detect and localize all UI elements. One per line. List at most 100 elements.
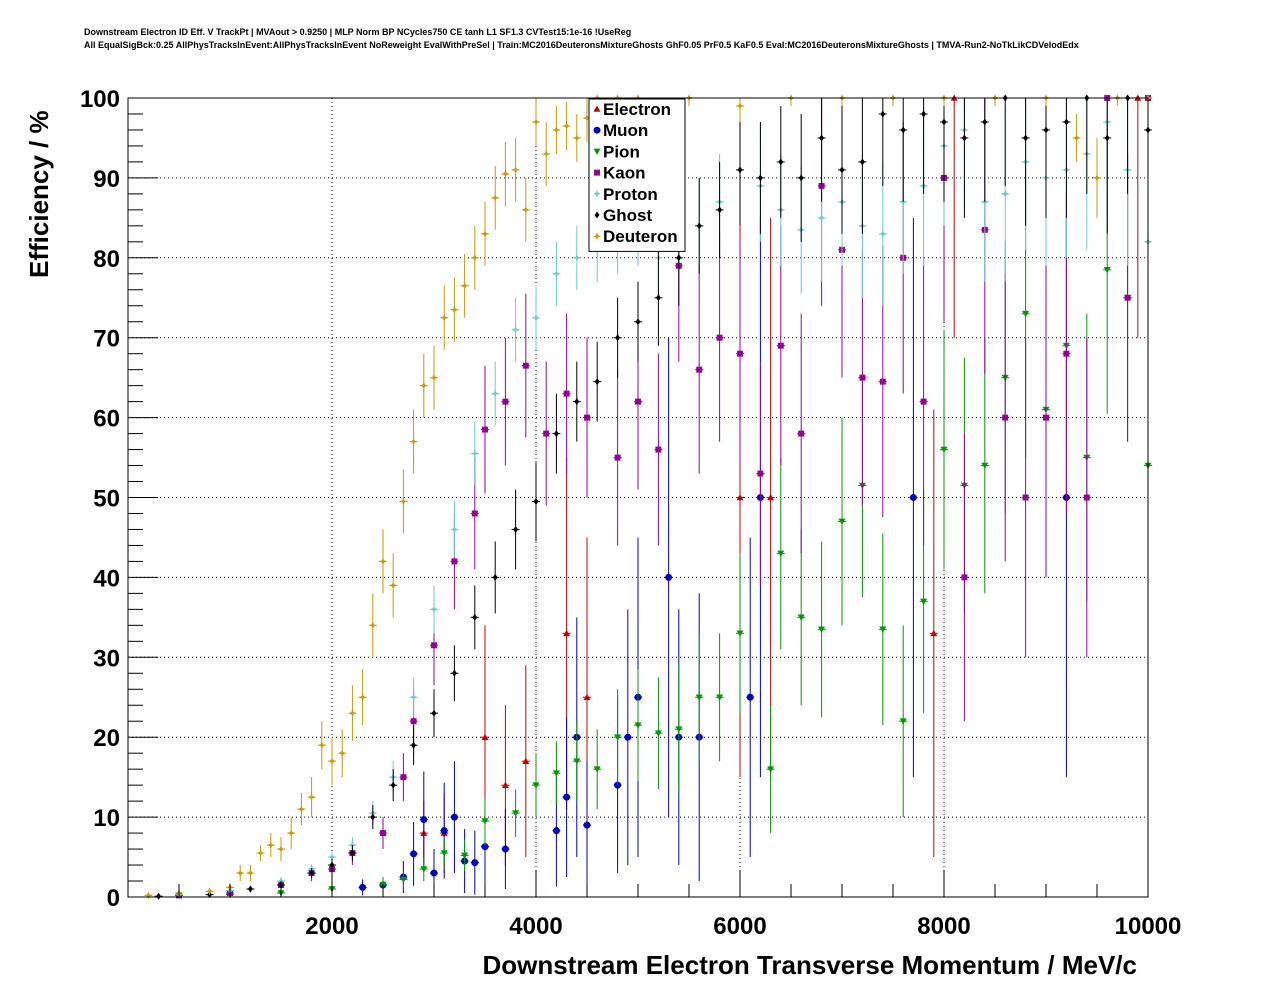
- data-point-marker: [481, 733, 489, 740]
- data-point-marker: [572, 134, 581, 142]
- data-point-marker: [899, 718, 907, 725]
- data-point-marker: [920, 598, 928, 605]
- data-point-marker: [532, 313, 540, 322]
- data-point-marker: [909, 494, 917, 501]
- data-point-marker: [921, 110, 927, 118]
- data-point-marker: [819, 134, 825, 142]
- data-point-marker: [878, 229, 887, 238]
- data-point-marker: [817, 214, 826, 222]
- data-point-marker: [411, 741, 417, 749]
- data-point-marker: [798, 430, 805, 437]
- legend-label: Muon: [603, 121, 648, 140]
- data-point-marker: [533, 497, 539, 505]
- data-point-marker: [409, 437, 418, 446]
- data-point-marker: [1022, 310, 1030, 318]
- data-point-marker: [521, 206, 530, 214]
- data-point-marker: [593, 232, 601, 241]
- data-point-marker: [277, 845, 285, 853]
- y-tick-label: 0: [107, 885, 120, 912]
- data-point-marker: [584, 414, 590, 421]
- data-point-marker: [583, 693, 591, 701]
- data-point-marker: [256, 849, 265, 857]
- legend: Electron Muon Pion Kaon Proton Ghost Deuteron: [588, 98, 686, 252]
- y-tick-label: 40: [93, 565, 120, 592]
- data-point-marker: [246, 869, 255, 877]
- data-point-marker: [470, 253, 479, 262]
- data-point-marker: [941, 118, 947, 126]
- data-point-marker: [1001, 190, 1010, 198]
- data-point-marker: [430, 373, 438, 382]
- data-point-marker: [419, 381, 428, 390]
- data-point-marker: [410, 718, 417, 725]
- series-ghost: [154, 94, 1152, 900]
- data-point-marker: [431, 709, 437, 717]
- data-point-marker: [777, 342, 784, 349]
- data-point-marker: [614, 454, 621, 461]
- x-tick-label: 2000: [305, 913, 358, 940]
- data-point-marker: [624, 733, 632, 741]
- data-point-marker: [593, 105, 601, 112]
- data-point-marker: [1063, 350, 1070, 357]
- data-point-marker: [328, 757, 336, 766]
- data-point-marker: [900, 126, 906, 134]
- data-point-marker: [368, 621, 377, 630]
- data-point-marker: [502, 398, 509, 405]
- x-tick-label: 8000: [917, 913, 970, 940]
- data-point-marker: [839, 166, 845, 174]
- data-point-marker: [491, 194, 500, 202]
- data-point-marker: [461, 852, 469, 859]
- data-point-marker: [797, 614, 805, 621]
- data-point-marker: [736, 630, 744, 637]
- x-axis-title: Downstream Electron Transverse Momentum …: [482, 950, 1137, 980]
- data-point-marker: [563, 793, 571, 801]
- data-point-marker: [389, 581, 398, 590]
- data-point-marker: [501, 781, 509, 788]
- data-point-marker: [563, 629, 571, 637]
- data-point-marker: [593, 766, 601, 773]
- data-point-marker: [410, 850, 418, 858]
- data-point-marker: [399, 497, 408, 506]
- data-point-marker: [420, 815, 428, 823]
- data-point-marker: [879, 378, 886, 385]
- data-point-marker: [522, 362, 529, 369]
- y-tick-label: 60: [93, 406, 120, 433]
- data-point-marker: [543, 430, 550, 437]
- data-point-marker: [563, 390, 570, 397]
- data-point-marker: [757, 470, 764, 477]
- x-tick-label: 6000: [713, 913, 766, 940]
- legend-label: Pion: [603, 142, 640, 161]
- data-point-marker: [532, 782, 540, 789]
- data-point-marker: [205, 887, 214, 896]
- legend-entry-muon: Muon: [593, 121, 648, 140]
- y-axis-title: Efficiency / %: [24, 110, 54, 278]
- data-point-marker: [431, 642, 437, 649]
- data-point-marker: [430, 605, 438, 614]
- data-point-marker: [481, 818, 489, 825]
- data-point-marker: [574, 398, 580, 406]
- data-point-marker: [594, 378, 600, 386]
- data-point-marker: [451, 669, 457, 677]
- data-point-marker: [583, 114, 591, 122]
- data-point-marker: [1023, 134, 1029, 142]
- data-point-marker: [522, 757, 530, 764]
- data-point-marker: [594, 169, 600, 176]
- x-tick-label: 4000: [509, 913, 562, 940]
- data-point-marker: [440, 850, 448, 857]
- data-point-marker: [380, 830, 386, 837]
- data-point-marker: [1022, 494, 1029, 501]
- data-point-marker: [1083, 494, 1090, 501]
- legend-box: [588, 98, 686, 252]
- data-point-marker: [634, 722, 642, 729]
- data-point-marker: [338, 749, 347, 758]
- data-point-marker: [920, 398, 927, 405]
- data-point-marker: [736, 102, 744, 110]
- data-point-marker: [553, 430, 559, 438]
- legend-entry-deuteron: Deuteron: [593, 227, 678, 246]
- data-point-marker: [982, 118, 988, 126]
- data-point-marker: [562, 122, 571, 130]
- legend-label: Ghost: [603, 206, 652, 225]
- data-point-marker: [328, 853, 336, 861]
- legend-label: Electron: [603, 100, 671, 119]
- data-point-marker: [818, 626, 826, 633]
- data-point-marker: [777, 550, 785, 557]
